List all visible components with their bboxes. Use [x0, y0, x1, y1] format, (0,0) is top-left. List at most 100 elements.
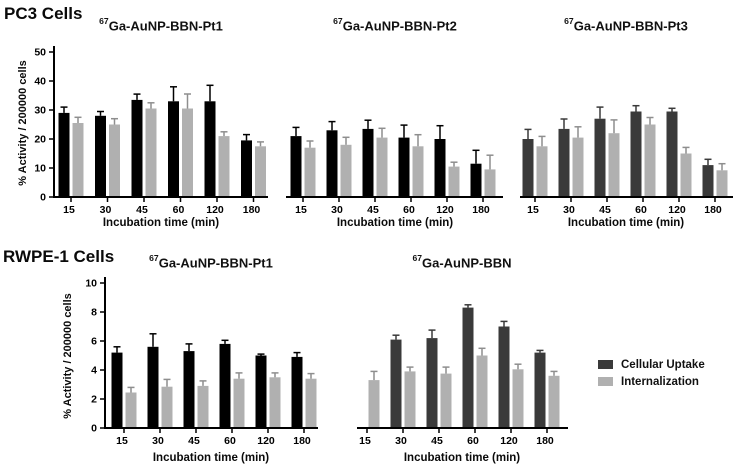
x-tick-label: 120 [500, 435, 518, 447]
x-tick-label: 45 [188, 435, 200, 447]
legend-item-cellular-uptake: Cellular Uptake [598, 357, 705, 372]
x-tick-label: 45 [599, 204, 611, 216]
bar [434, 139, 446, 197]
bar [440, 373, 452, 428]
bar [218, 136, 230, 197]
chart-pc3-pt3: 15 30 45 60 120 180 [520, 104, 733, 216]
bar [305, 378, 317, 428]
bar [233, 378, 245, 428]
bar [548, 375, 560, 428]
bar [326, 130, 338, 197]
legend-swatch-cellular-uptake [598, 360, 613, 369]
bar [95, 115, 106, 197]
bar [702, 165, 714, 197]
bar [255, 146, 266, 198]
bar [512, 369, 524, 428]
bar [255, 355, 267, 428]
bar [362, 128, 374, 197]
x-tick-label: 120 [436, 204, 454, 216]
legend-label-cellular-uptake: Cellular Uptake [621, 358, 705, 371]
x-tick-label: 15 [63, 204, 75, 216]
x-tick-label: 30 [563, 204, 575, 216]
bar [462, 307, 474, 428]
bar [716, 170, 728, 197]
bar [390, 339, 402, 428]
chart-pc3-pt2: 15 30 45 60 120 180 [286, 119, 503, 216]
y-tick-label: 10 [34, 163, 46, 175]
bar [376, 137, 388, 197]
bar [147, 346, 159, 428]
y-tick-label: 40 [34, 76, 46, 88]
bar [182, 108, 193, 197]
section-title-rwpe-1-cells: RWPE-1 Cells [3, 247, 115, 266]
x-tick-label: 15 [295, 204, 307, 216]
y-tick-label: 30 [34, 105, 46, 117]
bar [241, 140, 252, 197]
bar [290, 136, 302, 197]
chart-title-text: Ga-AuNP-BBN-Pt2 [342, 18, 457, 34]
x-tick-label: 120 [668, 204, 686, 216]
x-axis-label-aunp-bbn: Incubation time (min) [403, 452, 521, 464]
isotope-superscript: 67 [99, 16, 109, 26]
bar [368, 380, 380, 428]
y-tick-label: 10 [85, 278, 97, 290]
x-axis-label-rwpe-pt1: Incubation time (min) [152, 452, 270, 464]
y-tick-label: 8 [91, 307, 97, 319]
bar [291, 356, 303, 428]
x-tick-label: 180 [293, 435, 311, 447]
legend-label-internalization: Internalization [621, 375, 699, 388]
bar [168, 101, 179, 197]
x-tick-label: 30 [331, 204, 343, 216]
bar [204, 101, 216, 197]
bar [269, 377, 281, 429]
bar [111, 352, 123, 428]
chart-rwpe-pt1: 15 30 45 60 120 180 0 2 4 6 8 10 [85, 277, 318, 447]
bar [125, 392, 137, 428]
x-tick-label: 60 [173, 204, 185, 216]
x-tick-label: 60 [224, 435, 236, 447]
bar [522, 139, 534, 197]
bar [340, 144, 352, 197]
y-axis-label-rwpe: % Activity / 200000 cells [62, 293, 74, 419]
chart-title-text: Ga-AuNP-BBN-Pt3 [573, 18, 688, 34]
x-tick-label: 45 [431, 435, 443, 447]
y-tick-label: 50 [34, 47, 46, 59]
isotope-superscript: 67 [412, 253, 422, 263]
x-tick-label: 30 [395, 435, 407, 447]
bar [412, 146, 424, 198]
chart-title-text: Ga-AuNP-BBN [421, 255, 512, 271]
x-tick-label: 60 [467, 435, 479, 447]
y-tick-label: 2 [91, 394, 97, 406]
bar [72, 123, 84, 197]
x-tick-label: 60 [403, 204, 415, 216]
chart-title-rwpe-pt1: 67Ga-AuNP-BBN-Pt1 [101, 253, 321, 271]
x-tick-label: 30 [152, 435, 164, 447]
legend-item-internalization: Internalization [598, 374, 705, 389]
bar [630, 111, 642, 197]
x-tick-label: 120 [257, 435, 275, 447]
bar [448, 166, 460, 197]
bar [404, 371, 416, 428]
bar [304, 147, 316, 197]
x-tick-label: 180 [472, 204, 490, 216]
section-title-pc3-cells: PC3 Cells [4, 4, 83, 23]
chart-title-text: Ga-AuNP-BBN-Pt1 [158, 255, 273, 271]
x-axis-label-pc3-pt1: Incubation time (min) [102, 217, 220, 229]
bar [131, 99, 143, 197]
x-tick-label: 45 [367, 204, 379, 216]
y-tick-label: 6 [91, 336, 97, 348]
bar [498, 326, 510, 428]
bar [183, 351, 195, 428]
x-axis-label-pc3-pt3: Incubation time (min) [567, 217, 685, 229]
chart-pc3-pt1: 15 30 45 60 120 180 0 10 20 30 40 50 [34, 46, 268, 216]
bar [534, 352, 546, 428]
chart-aunp-bbn: 15 30 45 60 120 180 [357, 304, 568, 447]
chart-title-pc3-pt2: 67Ga-AuNP-BBN-Pt2 [285, 16, 505, 34]
bar [109, 124, 120, 197]
x-tick-label: 180 [704, 204, 722, 216]
bar [680, 153, 692, 197]
x-tick-label: 180 [536, 435, 554, 447]
x-tick-label: 30 [100, 204, 112, 216]
